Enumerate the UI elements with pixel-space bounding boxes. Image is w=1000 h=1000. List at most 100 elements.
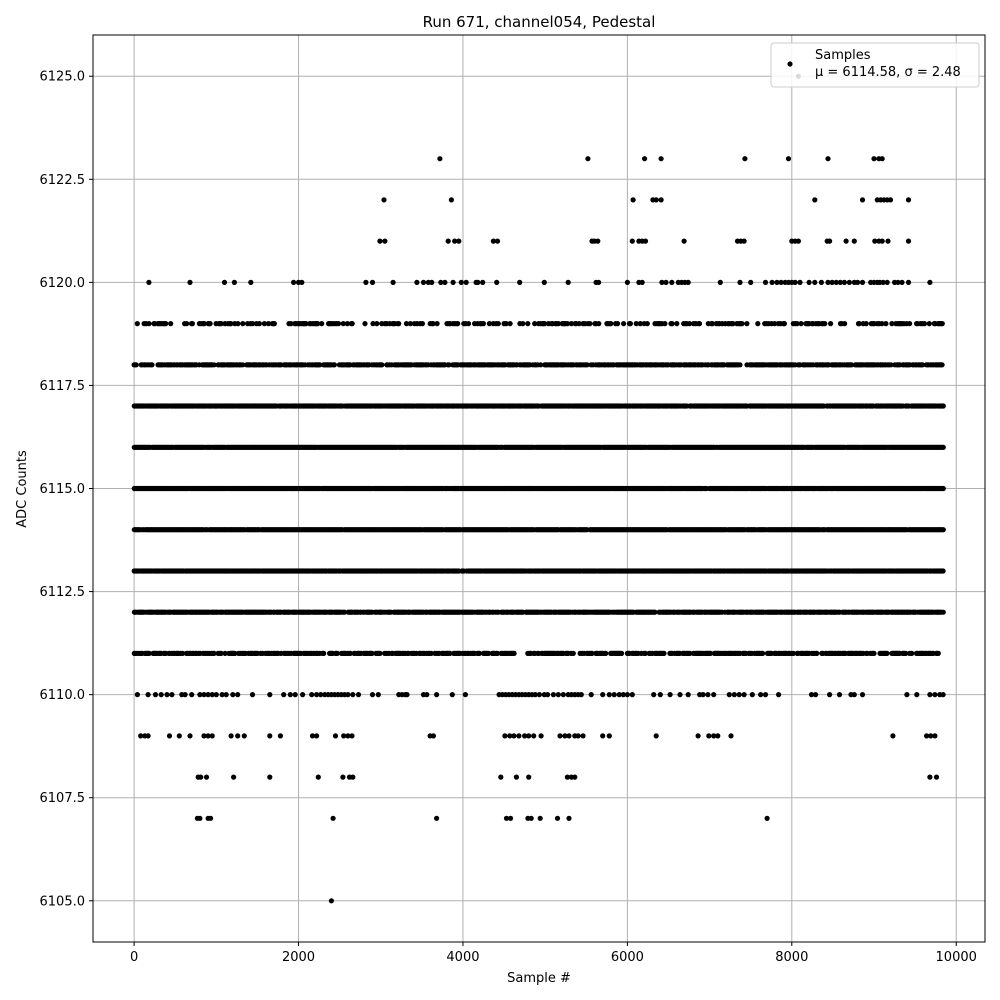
- data-point: [345, 733, 351, 739]
- data-point: [532, 692, 538, 698]
- data-point: [677, 692, 683, 698]
- data-point: [940, 527, 946, 533]
- data-point: [240, 321, 246, 327]
- data-point: [659, 279, 665, 285]
- data-point: [887, 197, 894, 203]
- data-point: [341, 733, 347, 739]
- data-point: [863, 321, 869, 327]
- data-point: [455, 321, 461, 327]
- data-point: [370, 321, 376, 327]
- data-point: [317, 362, 323, 368]
- data-point: [187, 279, 193, 285]
- data-point: [872, 238, 878, 244]
- data-point: [218, 321, 224, 327]
- data-point: [829, 279, 835, 285]
- data-point: [381, 197, 387, 203]
- data-point: [642, 156, 648, 162]
- data-point: [163, 321, 169, 327]
- data-point: [833, 279, 839, 285]
- data-point: [781, 321, 788, 327]
- data-point: [827, 692, 833, 698]
- data-point: [715, 733, 721, 739]
- data-point: [424, 692, 430, 698]
- data-point: [615, 321, 621, 327]
- data-point: [921, 321, 928, 327]
- data-point: [369, 279, 376, 285]
- data-point: [776, 692, 782, 698]
- data-point: [700, 692, 706, 698]
- data-point: [176, 733, 182, 739]
- data-point: [517, 279, 523, 285]
- data-point: [182, 692, 188, 698]
- data-point: [281, 692, 287, 698]
- data-point: [363, 279, 369, 285]
- data-point: [899, 279, 905, 285]
- data-point: [741, 238, 747, 244]
- data-point: [624, 692, 631, 698]
- data-point: [755, 321, 761, 327]
- data-point: [538, 362, 544, 368]
- data-point: [825, 156, 831, 162]
- data-point: [396, 321, 402, 327]
- data-point: [928, 733, 934, 739]
- data-point: [685, 279, 691, 285]
- data-point: [271, 321, 277, 327]
- data-point: [827, 238, 833, 244]
- data-point: [880, 279, 886, 285]
- data-point: [434, 692, 440, 698]
- data-point: [430, 733, 436, 739]
- data-point: [355, 692, 362, 698]
- data-point: [726, 692, 732, 698]
- data-point: [686, 321, 693, 327]
- data-point: [836, 692, 843, 698]
- data-point: [309, 692, 315, 698]
- data-point: [764, 815, 770, 821]
- data-point: [231, 774, 237, 780]
- data-point: [616, 692, 622, 698]
- data-point: [758, 692, 764, 698]
- data-point: [741, 692, 747, 698]
- data-point: [657, 692, 663, 698]
- data-point: [644, 321, 650, 327]
- data-point: [905, 279, 912, 285]
- data-point: [531, 733, 537, 739]
- data-point: [828, 321, 834, 327]
- data-point: [267, 692, 273, 698]
- data-point: [554, 815, 561, 821]
- data-point: [513, 774, 520, 780]
- data-point: [940, 444, 946, 450]
- data-point: [731, 692, 737, 698]
- data-point: [223, 692, 229, 698]
- data-point: [445, 238, 451, 244]
- data-point: [939, 362, 945, 368]
- data-point: [184, 321, 190, 327]
- data-point: [940, 692, 946, 698]
- data-point: [158, 692, 164, 698]
- data-point: [349, 321, 355, 327]
- data-point: [149, 362, 155, 368]
- data-point: [319, 321, 325, 327]
- data-point: [350, 692, 356, 698]
- data-point: [166, 733, 173, 739]
- data-point: [696, 321, 703, 327]
- data-point: [213, 692, 219, 698]
- data-point: [382, 238, 388, 244]
- data-point: [314, 733, 320, 739]
- data-point: [240, 362, 246, 368]
- data-point: [560, 692, 566, 698]
- data-point: [449, 692, 455, 698]
- data-point: [228, 733, 234, 739]
- data-point: [249, 692, 256, 698]
- data-point: [507, 321, 513, 327]
- data-point: [578, 692, 584, 698]
- data-point: [511, 733, 517, 739]
- data-point: [621, 321, 627, 327]
- data-point: [201, 692, 207, 698]
- data-point: [145, 733, 151, 739]
- data-point: [345, 692, 351, 698]
- data-point: [792, 279, 798, 285]
- data-point: [859, 279, 866, 285]
- data-point: [532, 321, 538, 327]
- data-point: [430, 321, 436, 327]
- data-point: [596, 279, 602, 285]
